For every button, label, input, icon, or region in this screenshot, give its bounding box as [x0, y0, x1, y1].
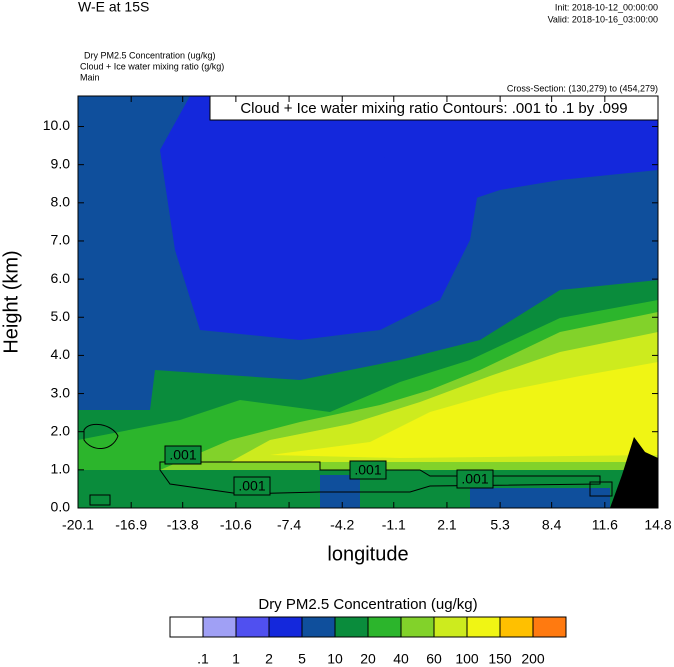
x-tick-label: 8.4 — [542, 517, 562, 533]
colorbar-box — [532, 616, 567, 638]
x-tick-label: 5.3 — [490, 517, 510, 533]
colorbar-label: 2 — [265, 651, 273, 667]
contours: .001 .001 .001 .001 — [83, 423, 613, 506]
y-tick-label: 3.0 — [51, 384, 71, 400]
y-tick-label: 9.0 — [51, 155, 71, 171]
fill-region — [270, 362, 658, 458]
x-tick-label: -10.6 — [220, 517, 252, 533]
x-tick-label: -1.1 — [382, 517, 406, 533]
colorbar-box — [169, 616, 204, 638]
field-name: Dry PM2.5 Concentration (ug/kg) — [84, 50, 216, 60]
colorbar-box — [202, 616, 237, 638]
colorbar-title: Dry PM2.5 Concentration (ug/kg) — [258, 596, 477, 613]
y-tick-label: 1.0 — [51, 461, 71, 477]
fill-region — [470, 488, 610, 508]
colorbar-label: 150 — [488, 651, 512, 667]
x-tick-label: 14.8 — [644, 517, 671, 533]
contour-label: .001 — [354, 462, 381, 478]
x-tick-label: -13.8 — [167, 517, 199, 533]
contour-label-box — [349, 460, 387, 480]
y-tick-label: 7.0 — [51, 232, 71, 248]
init-time: Init: 2018-10-12_00:00:00 — [555, 2, 658, 12]
x-tick-label: -20.1 — [62, 517, 94, 533]
contour-label: .001 — [169, 447, 196, 463]
y-tick-label: 8.0 — [51, 194, 71, 210]
valid-time: Valid: 2018-10-16_03:00:00 — [548, 14, 658, 24]
y-axis-label: Height (km) — [0, 250, 22, 353]
field-name: Cloud + Ice water mixing ratio (g/kg) — [80, 61, 224, 71]
colorbar-box — [268, 616, 303, 638]
colorbar-box — [499, 616, 534, 638]
y-tick-label: 10.0 — [43, 117, 70, 133]
field-name: Main — [80, 72, 100, 82]
x-tick-label: 11.6 — [592, 517, 618, 533]
x-tick-label: -4.2 — [330, 517, 354, 533]
colorbar-box — [400, 616, 435, 638]
contour-line — [159, 461, 601, 495]
contour-line — [589, 481, 613, 497]
colorbar-label: 1 — [232, 651, 240, 667]
field — [78, 96, 658, 508]
y-tick-label: 5.0 — [51, 308, 71, 324]
colorbar-label: 5 — [298, 651, 306, 667]
cross-section: Cross-Section: (130,279) to (454,279) — [507, 83, 658, 93]
terrain — [610, 437, 658, 508]
fill-region — [330, 96, 658, 200]
y-tick-label: 2.0 — [51, 422, 71, 438]
y-tick-label: 6.0 — [51, 270, 71, 286]
colorbar-label: 60 — [426, 651, 442, 667]
colorbar-box — [466, 616, 501, 638]
contour-label-box — [456, 469, 494, 489]
colorbar-label: 20 — [360, 651, 376, 667]
contour-info: Cloud + Ice water mixing ratio Contours:… — [240, 100, 627, 117]
colorbar-box — [367, 616, 402, 638]
contour-label: .001 — [461, 471, 488, 487]
plot-frame — [77, 95, 659, 509]
contour-label-box — [164, 445, 202, 465]
y-tick-label: 0.0 — [51, 499, 71, 515]
contour-line — [83, 423, 119, 449]
x-tick-label: -16.9 — [115, 517, 147, 533]
x-axis-label: longitude — [327, 543, 408, 565]
colorbar-label: 100 — [455, 651, 479, 667]
colorbar-box — [301, 616, 336, 638]
contour-label-box — [233, 476, 271, 496]
colorbar-box — [235, 616, 270, 638]
x-tick-label: 2.1 — [437, 517, 457, 533]
y-tick-label: 4.0 — [51, 346, 71, 362]
colorbar-label: 200 — [521, 651, 545, 667]
colorbar-box — [334, 616, 369, 638]
colorbar-label: .1 — [197, 651, 209, 667]
chart-title: W-E at 15S — [78, 0, 149, 15]
x-tick-label: -7.4 — [277, 517, 301, 533]
colorbar-label: 10 — [327, 651, 343, 667]
colorbar-label: 40 — [393, 651, 409, 667]
contour-label: .001 — [238, 478, 265, 494]
colorbar-box — [433, 616, 468, 638]
contour-line — [89, 494, 111, 506]
